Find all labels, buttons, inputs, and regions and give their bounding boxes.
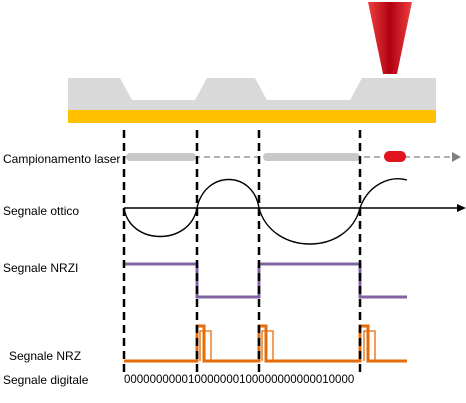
nrz-waveform-edge — [261, 330, 274, 361]
optical-crest-2 — [359, 178, 408, 209]
optical-crest-1 — [196, 178, 260, 209]
sampling-arrow-head — [452, 152, 461, 162]
laser-spot — [384, 151, 406, 162]
sampling-bar-1 — [126, 153, 196, 161]
digital-bitstring: 000000000010000000100000000000010000 — [124, 374, 355, 386]
optical-signal — [123, 178, 466, 245]
nrzi-waveform — [124, 262, 407, 299]
laser-beam — [368, 2, 412, 74]
optical-trough-2 — [258, 207, 361, 245]
optical-axis-arrow-head — [457, 204, 466, 212]
nrz-waveform-edge — [199, 330, 212, 361]
disc-cross-section — [68, 78, 436, 123]
label-segnale-nrz: Segnale NRZ — [9, 349, 82, 363]
label-campionamento-laser: Campionamento laser — [3, 152, 121, 166]
sampling-timeline — [124, 151, 461, 162]
nrz-waveform-edge — [363, 330, 376, 361]
label-segnale-nrzi: Segnale NRZI — [3, 261, 79, 275]
disc-surface — [68, 78, 436, 110]
label-segnale-digitale: Segnale digitale — [3, 373, 89, 387]
reflective-layer — [68, 110, 436, 123]
optical-trough-1 — [123, 207, 198, 238]
timing-markers — [122, 130, 362, 372]
sampling-bar-2 — [263, 153, 360, 161]
label-segnale-ottico: Segnale ottico — [3, 204, 80, 218]
